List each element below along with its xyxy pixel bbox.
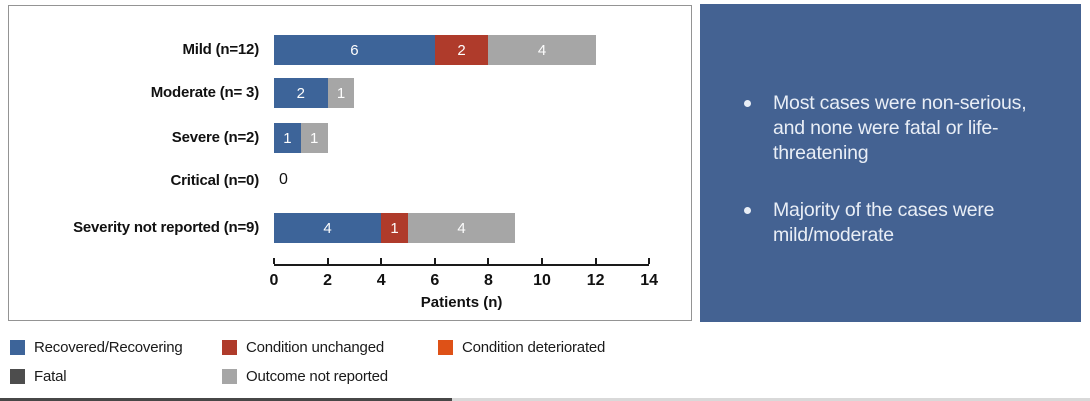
unchanged-swatch-icon <box>222 340 237 355</box>
bullet-icon <box>744 100 751 107</box>
legend-item-recovered: Recovered/Recovering <box>10 339 222 356</box>
bottom-edge-light <box>452 398 1090 401</box>
legend-item-fatal: Fatal <box>10 368 222 385</box>
legend-label: Recovered/Recovering <box>34 339 183 356</box>
x-axis-tick <box>326 258 329 264</box>
note-bullet: Majority of the cases were mild/moderate <box>744 198 1061 248</box>
plot-area: Mild (n=12) 6 2 4 Moderate (n= 3) 2 1 Severe (n… <box>9 6 691 320</box>
note-text: Majority of the cases were mild/moderate <box>773 199 995 246</box>
x-axis-tick-label: 2 <box>323 272 333 289</box>
note-bullet: Most cases were non-serious, and none we… <box>744 91 1061 166</box>
fatal-swatch-icon <box>10 369 25 384</box>
x-axis-tick <box>648 258 651 264</box>
x-axis-tick <box>433 258 436 264</box>
x-axis-tick-label: 12 <box>586 272 605 289</box>
bar-segment: 4 <box>274 213 382 243</box>
bar-segment: 2 <box>274 78 328 108</box>
category-label: Moderate (n= 3) <box>150 84 259 101</box>
bar-segment: 6 <box>274 35 435 65</box>
bar-segment: 4 <box>488 35 596 65</box>
bullet-icon <box>744 207 751 214</box>
x-axis-tick <box>273 258 275 264</box>
legend-item-unchanged: Condition unchanged <box>222 339 438 356</box>
note-text: Most cases were non-serious, and none we… <box>773 92 1027 164</box>
x-axis-tick-label: 0 <box>269 272 279 289</box>
chart-panel: Mild (n=12) 6 2 4 Moderate (n= 3) 2 1 Severe (n… <box>8 5 692 321</box>
x-axis-tick <box>541 258 543 264</box>
x-axis-tick-label: 10 <box>533 272 551 289</box>
legend-item-deteriorated: Condition deteriorated <box>438 339 605 356</box>
x-axis-tick-label: 8 <box>483 272 493 289</box>
category-label: Severe (n=2) <box>171 129 259 146</box>
bottom-edge-dark <box>0 398 452 401</box>
bar-segment: 1 <box>274 123 301 153</box>
x-axis-line <box>274 264 650 266</box>
x-axis-tick <box>380 258 383 264</box>
bar-segment: 4 <box>408 213 516 243</box>
zero-value-label: 0 <box>279 171 288 188</box>
bar-segment: 1 <box>300 123 328 153</box>
recovered-swatch-icon <box>10 340 25 355</box>
x-axis-tick-label: 6 <box>430 272 440 289</box>
x-axis-tick-label: 14 <box>640 272 659 289</box>
legend-label: Outcome not reported <box>246 368 388 385</box>
legend-label: Fatal <box>34 368 67 385</box>
bar-segment: 1 <box>381 213 408 243</box>
legend-label: Condition unchanged <box>246 339 384 356</box>
bar-segment: 2 <box>434 35 489 65</box>
x-axis-title: Patients (n) <box>420 294 503 311</box>
legend-item-outcome-not-reported: Outcome not reported <box>222 368 438 385</box>
x-axis-tick <box>594 258 597 264</box>
x-axis-tick-label: 4 <box>376 272 386 289</box>
category-label: Critical (n=0) <box>170 172 260 189</box>
x-axis-tick <box>487 258 490 264</box>
outcome-not-reported-swatch-icon <box>222 369 237 384</box>
deteriorated-swatch-icon <box>438 340 453 355</box>
category-label: Mild (n=12) <box>182 41 259 58</box>
category-label: Severity not reported (n=9) <box>73 219 259 236</box>
legend-label: Condition deteriorated <box>462 339 606 356</box>
notes-panel: Most cases were non-serious, and none we… <box>700 4 1081 322</box>
legend: Recovered/Recovering Condition unchanged… <box>10 339 605 385</box>
bar-segment: 1 <box>327 78 355 108</box>
